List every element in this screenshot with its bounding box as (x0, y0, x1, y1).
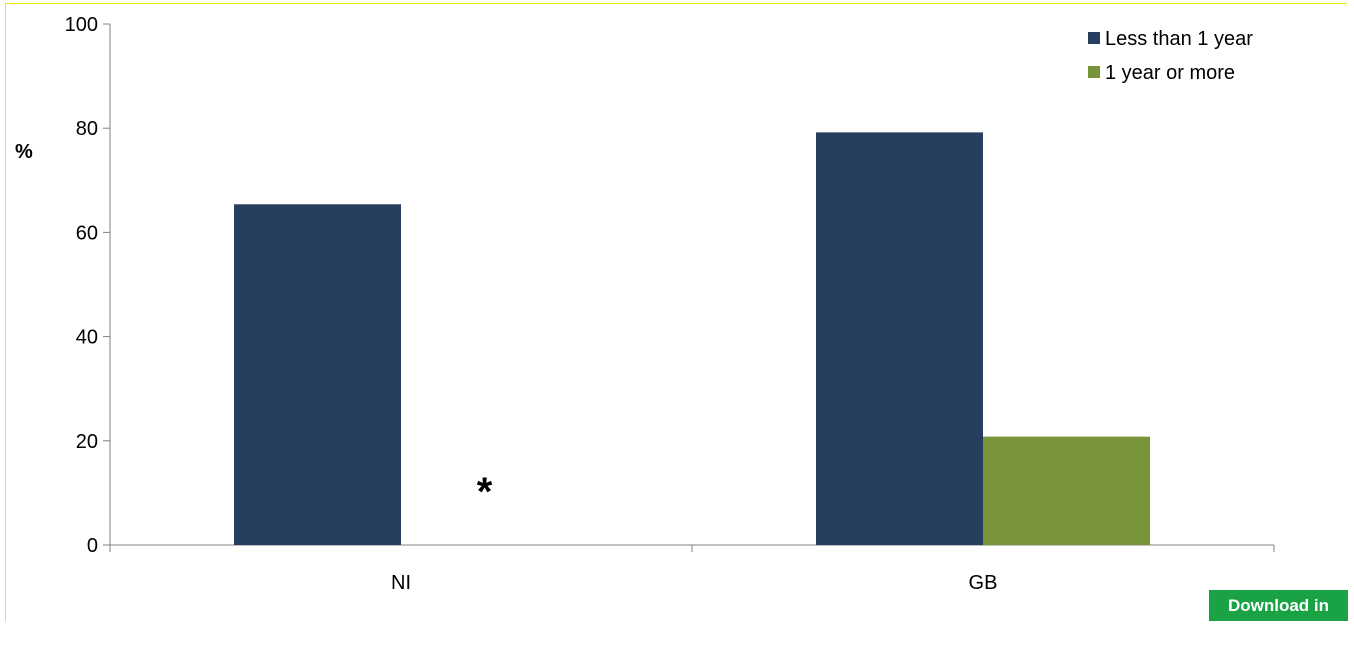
y-tick-label: 80 (76, 118, 98, 140)
legend: Less than 1 year 1 year or more (1088, 28, 1253, 84)
legend-label-0: Less than 1 year (1105, 28, 1253, 50)
bar-chart: 0 20 40 60 80 100% * NI GB Less than 1 year 1 yea… (15, 14, 1275, 594)
y-tick-label: 100 (65, 14, 98, 36)
legend-swatch-0 (1088, 32, 1100, 44)
y-tick-label: 0 (87, 535, 98, 557)
y-axis-label: % (15, 141, 33, 163)
bar-gb-series-1 (983, 436, 1150, 545)
bar-ni-series-0 (234, 204, 401, 546)
legend-label-1: 1 year or more (1105, 62, 1235, 84)
bar-gb-series-0 (816, 132, 983, 546)
legend-swatch-1 (1088, 66, 1100, 78)
bars (234, 132, 1150, 546)
x-tick-label: NI (391, 572, 411, 594)
chart-frame (5, 3, 1347, 621)
y-tick-label: 60 (76, 222, 98, 244)
missing-value-annotation: * (477, 470, 493, 514)
labels: 0 20 40 60 80 100% * NI GB (15, 14, 997, 594)
download-excel-button[interactable]: Download in excel (1209, 590, 1348, 646)
y-tick-label: 20 (76, 431, 98, 453)
x-tick-label: GB (969, 572, 998, 594)
y-tick-label: 40 (76, 327, 98, 349)
